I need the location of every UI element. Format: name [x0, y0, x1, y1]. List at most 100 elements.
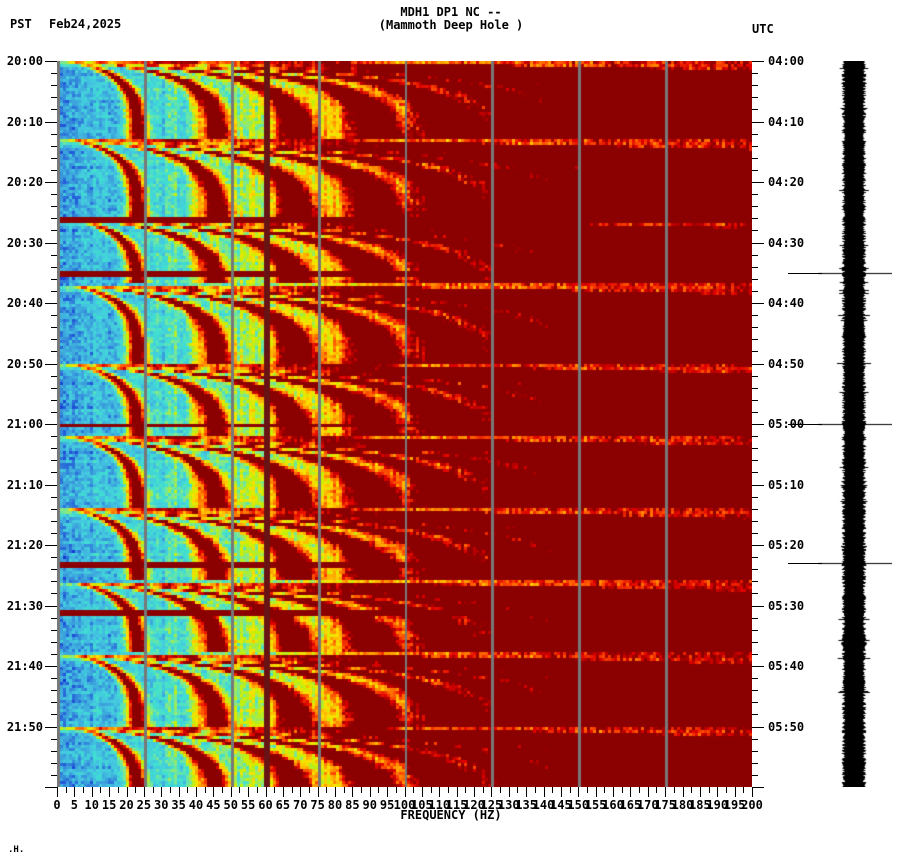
left-time-tick-label: 21:40 [6, 659, 43, 673]
axis-tick [752, 763, 758, 764]
axis-tick [526, 787, 527, 797]
axis-tick [752, 351, 758, 352]
axis-tick [51, 109, 57, 110]
frequency-tick-label: 85 [345, 798, 360, 812]
axis-tick [752, 327, 758, 328]
frequency-tick-label: 150 [567, 798, 590, 812]
axis-tick [752, 303, 764, 304]
axis-tick [51, 460, 57, 461]
frequency-tick-label: 190 [706, 798, 729, 812]
axis-tick [752, 170, 758, 171]
axis-tick [92, 787, 93, 797]
frequency-tick-label: 155 [584, 798, 607, 812]
axis-tick [752, 630, 758, 631]
frequency-tick-label: 65 [275, 798, 291, 812]
axis-tick [45, 182, 57, 183]
axis-tick [639, 787, 640, 793]
left-time-tick-label: 21:10 [6, 477, 43, 492]
axis-tick [51, 255, 57, 256]
axis-tick [335, 787, 336, 797]
frequency-axis-title: FREQUENCY (HZ) [400, 808, 502, 822]
axis-tick [51, 412, 57, 413]
frequency-tick-label: 15 [101, 798, 117, 812]
axis-tick [257, 787, 258, 793]
axis-tick [752, 73, 758, 74]
frequency-tick-label: 5 [70, 798, 78, 812]
frequency-tick-label: 35 [171, 798, 186, 812]
axis-tick [370, 787, 371, 797]
frequency-tick-label: 110 [428, 798, 451, 812]
axis-tick [752, 315, 758, 316]
axis-tick [752, 424, 764, 425]
frequency-tick-label: 45 [206, 798, 221, 812]
axis-tick [51, 630, 57, 631]
axis-tick [378, 787, 379, 793]
axis-tick [439, 787, 440, 797]
axis-tick [578, 787, 579, 797]
axis-tick [752, 485, 764, 486]
axis-tick [45, 606, 57, 607]
axis-tick [51, 763, 57, 764]
frequency-tick-label: 20 [119, 798, 134, 812]
axis-tick [752, 97, 758, 98]
axis-tick [752, 194, 758, 195]
axis-tick [735, 787, 736, 797]
axis-tick [127, 787, 128, 797]
axis-tick [613, 787, 614, 797]
frequency-tick-label: 55 [240, 798, 256, 812]
axis-tick [752, 751, 758, 752]
axis-tick [752, 642, 758, 643]
axis-tick [326, 787, 327, 793]
axis-tick [683, 787, 684, 797]
axis-tick [752, 739, 758, 740]
axis-tick [604, 787, 605, 793]
axis-tick [161, 787, 162, 797]
axis-tick [51, 472, 57, 473]
axis-tick [51, 85, 57, 86]
frequency-tick-label: 200 [741, 798, 763, 812]
axis-tick [752, 182, 764, 183]
axis-tick [51, 702, 57, 703]
date-label: Feb24,2025 [49, 17, 122, 31]
axis-tick [752, 339, 758, 340]
axis-tick [205, 787, 206, 793]
axis-tick [509, 787, 510, 797]
axis-tick [45, 122, 57, 123]
axis-tick [74, 787, 75, 797]
axis-tick [552, 787, 553, 793]
axis-tick [45, 485, 57, 486]
axis-tick [144, 787, 145, 797]
seismogram-time-tick [788, 273, 822, 274]
axis-tick [51, 569, 57, 570]
axis-tick [51, 327, 57, 328]
axis-tick [51, 678, 57, 679]
frequency-tick-label: 30 [154, 798, 169, 812]
axis-tick [752, 122, 764, 123]
axis-tick [752, 509, 758, 510]
frequency-tick-label: 180 [671, 798, 694, 812]
axis-tick [491, 787, 492, 797]
axis-tick [153, 787, 154, 793]
frequency-tick-label: 140 [532, 798, 555, 812]
axis-tick [674, 787, 675, 793]
spectrogram-canvas [57, 61, 752, 787]
axis-tick [431, 787, 432, 793]
axis-tick [51, 170, 57, 171]
axis-tick [135, 787, 136, 793]
axis-tick [45, 303, 57, 304]
axis-tick [752, 545, 764, 546]
axis-tick [213, 787, 214, 797]
axis-tick [587, 787, 588, 793]
axis-tick [752, 376, 758, 377]
axis-tick [352, 787, 353, 797]
axis-tick [752, 158, 758, 159]
axis-tick [57, 787, 58, 797]
axis-tick [752, 557, 758, 558]
timezone-label-right: UTC [752, 22, 774, 36]
axis-tick [51, 775, 57, 776]
axis-tick [752, 714, 758, 715]
axis-tick [248, 787, 249, 797]
axis-tick [51, 351, 57, 352]
axis-tick [752, 61, 764, 62]
axis-tick [752, 436, 758, 437]
